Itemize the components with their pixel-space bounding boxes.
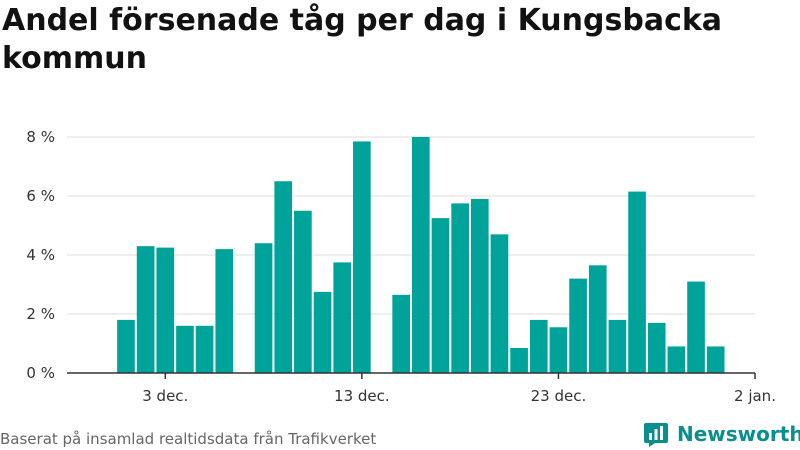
x-tick-label: 13 dec. bbox=[334, 387, 390, 405]
y-tick-label: 6 % bbox=[26, 187, 55, 205]
bar bbox=[608, 319, 627, 373]
y-tick-label: 8 % bbox=[26, 128, 55, 146]
bar bbox=[136, 246, 155, 373]
bar bbox=[647, 322, 666, 373]
y-tick-label: 2 % bbox=[26, 305, 55, 323]
bar bbox=[569, 278, 587, 373]
bar bbox=[392, 294, 410, 373]
chart-title: Andel försenade tåg per dag i Kungsbacka… bbox=[2, 3, 723, 76]
x-tick-label: 3 dec. bbox=[142, 387, 188, 405]
bar bbox=[333, 262, 352, 373]
bars bbox=[117, 137, 725, 373]
axes: 0 % 2 % 4 % 6 % 8 % 3 dec. 13 dec. 23 dec. 2 jan… bbox=[26, 128, 776, 405]
brand-logo: Newsworthy bbox=[643, 420, 800, 448]
bar bbox=[274, 181, 293, 373]
bar bbox=[529, 319, 548, 373]
bar bbox=[510, 347, 528, 373]
bar-chart-logo-icon bbox=[644, 423, 668, 447]
bar bbox=[176, 325, 194, 373]
bar bbox=[117, 319, 135, 373]
y-tick-label: 4 % bbox=[26, 246, 55, 264]
bar bbox=[195, 325, 214, 373]
bar bbox=[156, 247, 175, 373]
bar bbox=[706, 346, 725, 373]
bar bbox=[588, 265, 607, 373]
x-tick-label: 2 jan. bbox=[734, 387, 776, 405]
brand-name: Newsworthy bbox=[677, 422, 800, 446]
bar bbox=[451, 203, 469, 373]
bar bbox=[431, 218, 450, 373]
bar bbox=[254, 243, 273, 373]
source-note: Baserat på insamlad realtidsdata från Tr… bbox=[0, 430, 377, 448]
bar bbox=[294, 210, 312, 373]
bar bbox=[215, 249, 234, 373]
y-tick-label: 0 % bbox=[26, 364, 55, 382]
bar bbox=[687, 281, 705, 373]
bar bbox=[549, 327, 568, 373]
bar bbox=[470, 198, 489, 373]
bar bbox=[313, 291, 332, 373]
bar bbox=[490, 234, 509, 373]
x-tick-label: 23 dec. bbox=[531, 387, 587, 405]
bar bbox=[628, 191, 646, 373]
bar bbox=[667, 346, 686, 373]
bar bbox=[353, 141, 371, 373]
bar bbox=[412, 137, 430, 373]
